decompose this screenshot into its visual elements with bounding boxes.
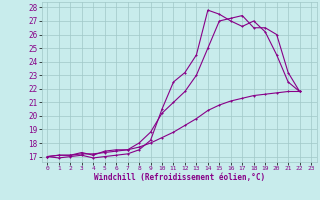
X-axis label: Windchill (Refroidissement éolien,°C): Windchill (Refroidissement éolien,°C) (94, 173, 265, 182)
